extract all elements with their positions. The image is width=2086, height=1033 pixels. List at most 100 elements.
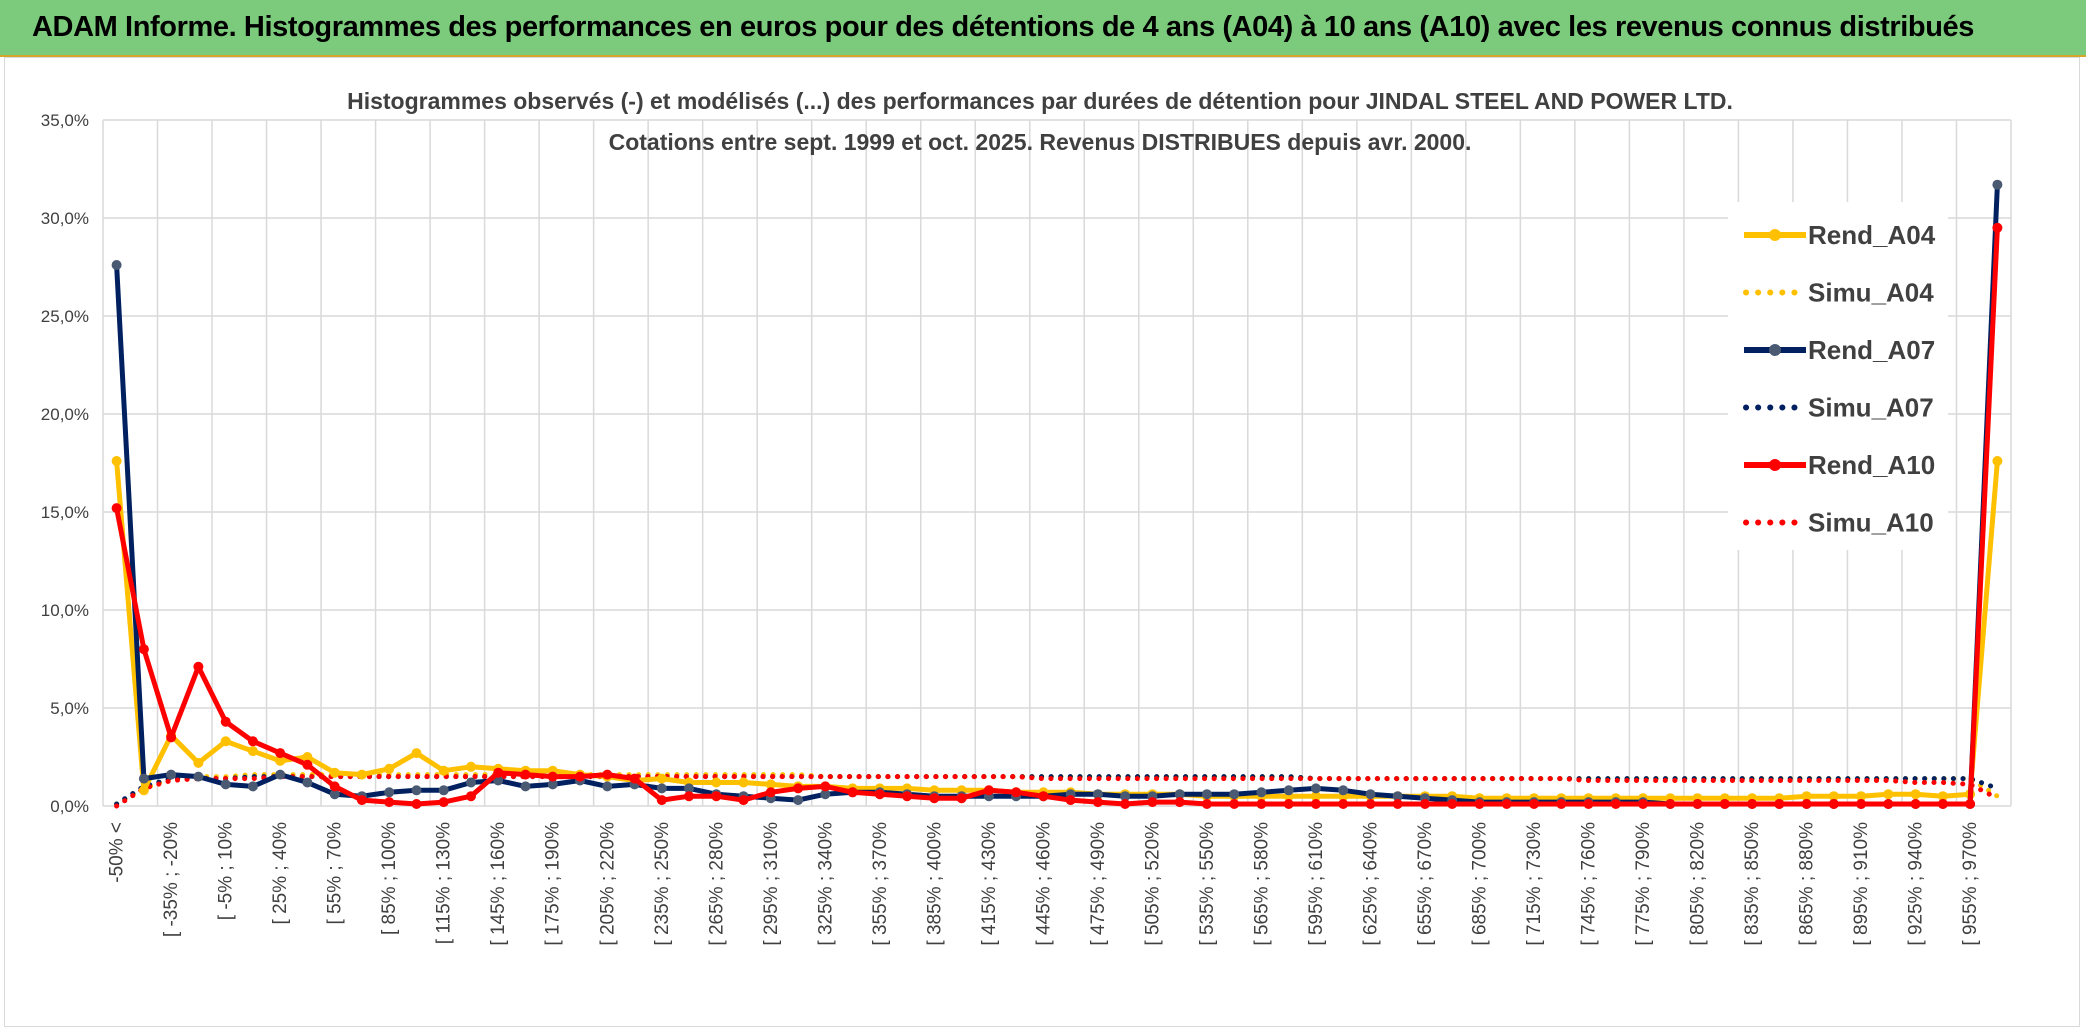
x-tick-label: [ 685% ; 700% <box>1469 822 1490 946</box>
rend-a07-point <box>275 769 286 780</box>
rend-a04-point <box>193 757 204 768</box>
x-tick-label: -50% < <box>107 822 128 883</box>
x-tick-label: [ 655% ; 670% <box>1415 822 1436 946</box>
legend-label-rend-a07: Rend_A07 <box>1808 335 1935 365</box>
x-tick-label: [ 175% ; 190% <box>543 822 564 946</box>
x-tick-label: [ 745% ; 760% <box>1579 822 1600 946</box>
rend-a07-point <box>1392 791 1403 802</box>
rend-a10-point <box>1065 795 1076 806</box>
rend-a07-point <box>1174 789 1185 800</box>
rend-a04-point <box>1801 791 1812 802</box>
rend-a10-point <box>302 759 313 770</box>
x-tick-label: [ 205% ; 220% <box>597 822 618 946</box>
rend-a04-point <box>466 761 476 772</box>
rend-a07-point <box>111 260 122 270</box>
rend-a10-point <box>738 795 749 806</box>
rend-a07-line <box>114 184 2000 807</box>
rend-a04-point <box>275 755 286 766</box>
rend-a10-point <box>1447 799 1458 809</box>
x-tick-label: [ 55% ; 70% <box>325 822 346 925</box>
rend-a07-point <box>820 789 831 800</box>
x-axis: -50% < [ -35% ; -20% [ -5% ; 10% [ 25% ; 40… <box>107 822 1981 946</box>
rend-a04-point <box>356 769 367 780</box>
x-tick-label: [ 385% ; 400% <box>924 822 945 946</box>
rend-a07-point <box>684 783 694 794</box>
rend-a07-point <box>1092 789 1103 800</box>
rend-a10-point <box>1965 799 1976 809</box>
rend-a10-point <box>1529 799 1539 809</box>
x-tick-label: [ 115% ; 130% <box>434 822 455 944</box>
rend-a10-point <box>1283 799 1294 809</box>
x-tick-label: [ 475% ; 490% <box>1088 822 1109 946</box>
rend-a10-point <box>983 785 994 796</box>
x-tick-label: [ -35% ; -20% <box>161 822 182 937</box>
rend-a10-point <box>547 771 558 782</box>
rend-a04-point <box>1992 456 2003 466</box>
x-tick-label: [ 355% ; 370% <box>870 822 891 946</box>
rend-a10-point <box>1774 799 1785 809</box>
rend-a04-point <box>1937 791 1948 802</box>
rend-a07-point <box>602 781 613 792</box>
x-tick-label: [ 445% ; 460% <box>1033 822 1054 946</box>
x-tick-label: [ 865% ; 880% <box>1797 822 1818 946</box>
x-tick-label: [ 895% ; 910% <box>1851 822 1872 946</box>
rend-a10-point <box>1801 799 1812 809</box>
rend-a10-point <box>1937 799 1948 809</box>
rend-a04-point <box>1883 789 1894 800</box>
report-title: ADAM Informe. Histogrammes des performan… <box>32 11 1974 43</box>
y-axis: 0,0% 5,0% 10,0% 15,0% 20,0% 25,0% 30,0% 35,0% <box>41 111 89 816</box>
rend-a10-point <box>765 787 776 798</box>
rend-a10-point <box>1201 799 1212 809</box>
chart-border <box>4 57 2080 1027</box>
rend-a10-point <box>1501 799 1512 809</box>
chart-title: Histogrammes observés (-) et modélisés (… <box>347 88 1733 155</box>
legend-label-simu-a10: Simu_A10 <box>1808 508 1934 538</box>
rend-a07-point <box>520 781 531 792</box>
rend-a07-point <box>1229 789 1240 800</box>
rend-a10-point <box>711 791 722 802</box>
rend-a10-point <box>902 791 913 802</box>
rend-a10-point <box>1747 799 1758 809</box>
rend-a04-point <box>738 777 749 788</box>
rend-a10-point <box>1229 799 1240 809</box>
rend-a10-point <box>1692 799 1703 809</box>
rend-a07-point <box>1256 787 1267 798</box>
y-tick-label: 15,0% <box>41 503 89 522</box>
rend-a10-point <box>220 716 231 727</box>
y-tick-label: 25,0% <box>41 307 89 326</box>
x-tick-label: [ 955% ; 970% <box>1960 822 1981 946</box>
rend-a10-point <box>1420 799 1430 809</box>
chart-grid <box>102 119 2012 807</box>
rend-a10-point <box>1147 797 1158 808</box>
rend-a07-point <box>411 785 422 796</box>
rend-a07-point <box>1365 789 1376 800</box>
rend-a10-point <box>656 795 667 806</box>
rend-a10-point <box>684 791 694 802</box>
y-tick-label: 0,0% <box>50 797 89 816</box>
x-tick-label: [ 145% ; 160% <box>488 822 509 946</box>
rend-a04-point <box>247 746 258 757</box>
rend-a04-point <box>656 773 667 784</box>
rend-a04-point <box>302 752 313 762</box>
rend-a10-point <box>1256 799 1267 809</box>
rend-a10-line <box>114 227 2000 807</box>
rend-a10-point <box>929 793 940 804</box>
rend-a07-point <box>138 773 149 784</box>
rend-a10-point <box>329 781 340 792</box>
x-tick-label: [ 925% ; 940% <box>1906 822 1927 946</box>
x-tick-label: [ 715% ; 730% <box>1524 822 1545 946</box>
rend-a10-point <box>138 644 149 655</box>
rend-a10-point <box>629 773 640 784</box>
x-tick-label: [ 625% ; 640% <box>1360 822 1381 946</box>
rend-a07-point <box>438 785 449 796</box>
rend-a10-point <box>193 661 204 672</box>
rend-a10-point <box>438 797 449 808</box>
chart-title-line: Cotations entre sept. 1999 et oct. 2025.… <box>609 129 1472 155</box>
y-tick-label: 5,0% <box>50 699 89 718</box>
x-tick-label: [ 805% ; 820% <box>1688 822 1709 946</box>
rend-a10-point <box>1992 222 2003 233</box>
y-tick-label: 10,0% <box>41 601 89 620</box>
x-tick-label: [ 85% ; 100% <box>379 822 400 935</box>
y-tick-label: 20,0% <box>41 405 89 424</box>
x-tick-label: [ 775% ; 790% <box>1633 822 1654 946</box>
